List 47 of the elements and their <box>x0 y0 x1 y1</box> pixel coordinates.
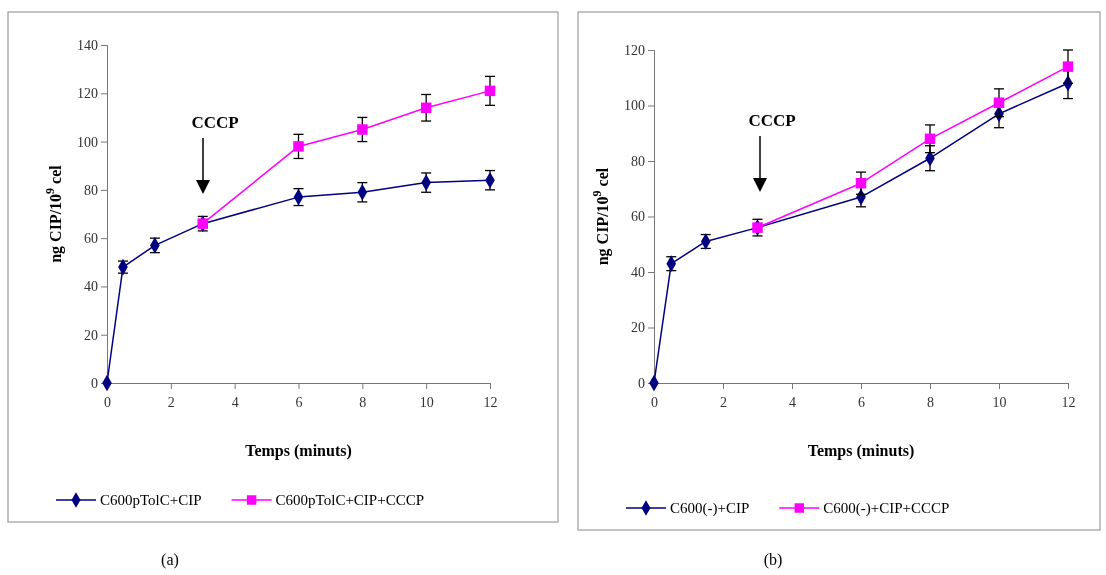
point <box>1062 61 1074 72</box>
x-tick-label: 12 <box>1061 395 1076 411</box>
y-tick-label: 120 <box>77 86 98 102</box>
y-tick-label: 20 <box>84 327 98 343</box>
y-tick-label: 140 <box>77 37 98 53</box>
x-axis-title: Temps (minuts) <box>807 442 915 460</box>
x-tick-label: 12 <box>483 395 498 411</box>
y-tick-label: 20 <box>631 320 645 336</box>
x-tick-label: 2 <box>167 395 175 411</box>
legend-label: C600pTolC+CIP <box>100 492 202 508</box>
x-tick-label: 2 <box>720 395 727 411</box>
text: (b) <box>763 551 783 569</box>
annotation: CCCP <box>748 111 796 130</box>
point <box>855 177 867 189</box>
x-tick-label: 6 <box>295 395 303 411</box>
y-tick-label: 80 <box>631 153 645 169</box>
y-tick-label: 120 <box>624 42 645 58</box>
x-axis-title: Temps (minuts) <box>245 442 352 460</box>
x-tick-label: 4 <box>231 395 239 411</box>
y-tick-label: 40 <box>631 264 645 280</box>
y-tick-label: 40 <box>84 279 98 295</box>
y-tick-label: 60 <box>631 209 645 225</box>
legend-label: C600(-)+CIP <box>670 500 750 517</box>
annotation: CCCP <box>191 113 239 132</box>
point <box>993 97 1005 108</box>
point <box>924 133 936 145</box>
y-tick-label: 80 <box>84 182 98 198</box>
legend-label: C600pTolC+CIP+CCCP <box>275 492 425 508</box>
x-tick-label: 10 <box>992 395 1007 411</box>
y-tick-label: 60 <box>84 231 98 247</box>
x-tick-label: 10 <box>419 395 434 411</box>
y-tick-label: 100 <box>77 134 98 150</box>
x-tick-label: 0 <box>104 395 111 411</box>
x-tick-label: 8 <box>359 395 367 411</box>
point <box>420 102 432 114</box>
legend-label: C600(-)+CIP+CCCP <box>823 500 950 517</box>
y-tick-label: 0 <box>91 375 98 391</box>
x-tick-label: 8 <box>927 395 934 411</box>
y-tick-label: 100 <box>624 98 645 114</box>
x-tick-label: 4 <box>789 395 796 411</box>
x-tick-label: 0 <box>651 395 658 411</box>
x-tick-label: 6 <box>858 395 865 411</box>
point <box>293 141 304 152</box>
point <box>484 85 496 97</box>
point <box>357 124 368 135</box>
y-tick-label: 0 <box>638 375 645 391</box>
text: (a) <box>161 551 179 569</box>
